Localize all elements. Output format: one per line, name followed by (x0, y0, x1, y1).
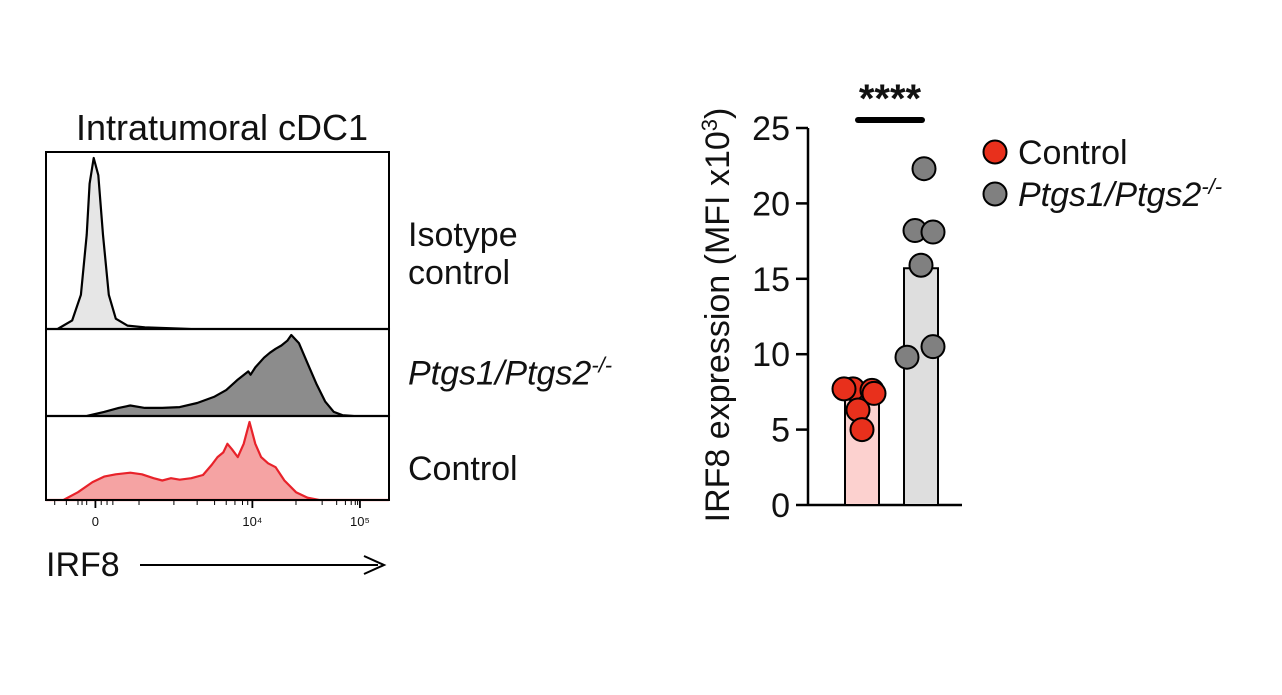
data-point (920, 334, 946, 360)
bar-ptgs-knockout (903, 267, 939, 506)
legend-marker (982, 181, 1008, 207)
histogram-row-labels: Isotype control Ptgs1/Ptgs2-/- Control (408, 216, 612, 488)
significance-stars: **** (859, 77, 922, 121)
y-tick-label: 5 (771, 412, 790, 450)
histogram-row-2 (44, 333, 391, 418)
y-tick-label: 0 (771, 487, 790, 525)
x-tick-label: 10⁵ (350, 514, 370, 529)
bar-panel: IRF8 expression (MFI x103) 0 5 10 15 20 25 **… (697, 77, 1223, 525)
data-point (908, 252, 934, 278)
y-tick-label: 15 (752, 261, 790, 299)
data-point (894, 344, 920, 370)
histogram-row-label: Isotype control (408, 216, 518, 292)
y-axis: 0 5 10 15 20 25 (752, 110, 962, 525)
y-tick-label: 25 (752, 110, 790, 148)
legend-marker (982, 139, 1008, 165)
y-axis-label-exponent: 3 (697, 119, 722, 131)
data-point (911, 156, 937, 182)
x-tick-label: 10⁴ (242, 514, 262, 529)
histogram-curve (44, 420, 391, 502)
histogram-curve (44, 333, 391, 418)
y-tick-label: 10 (752, 336, 790, 374)
histogram-row-label: Ptgs1/Ptgs2-/- (408, 352, 612, 393)
histogram-curve (44, 156, 391, 331)
legend-label: Control (1018, 134, 1128, 172)
data-points (831, 156, 946, 443)
data-point (849, 417, 875, 443)
histogram-x-ticks: 0 10⁴ 10⁵ (54, 500, 370, 529)
histogram-frame (45, 151, 390, 501)
histogram-x-axis-label: IRF8 (46, 546, 120, 584)
legend-label: Ptgs1/Ptgs2-/- (1018, 174, 1222, 215)
x-axis-arrow (140, 555, 387, 575)
histogram-row-3 (44, 420, 391, 502)
x-tick-label: 0 (92, 514, 99, 529)
y-axis-label: IRF8 expression (MFI x103) (697, 108, 738, 523)
data-point (861, 380, 887, 406)
histogram-title: Intratumoral cDC1 (76, 107, 368, 148)
histogram-rows (44, 156, 391, 502)
data-point (831, 376, 857, 402)
y-tick-label: 20 (752, 185, 790, 223)
data-point (920, 219, 946, 245)
histogram-row-1 (44, 156, 391, 331)
histogram-row-label: Control (408, 450, 518, 488)
significance-annotation: **** (855, 77, 925, 123)
histogram-panel: Intratumoral cDC1 0 10⁴ 10⁵ Isotype control… (44, 107, 612, 584)
